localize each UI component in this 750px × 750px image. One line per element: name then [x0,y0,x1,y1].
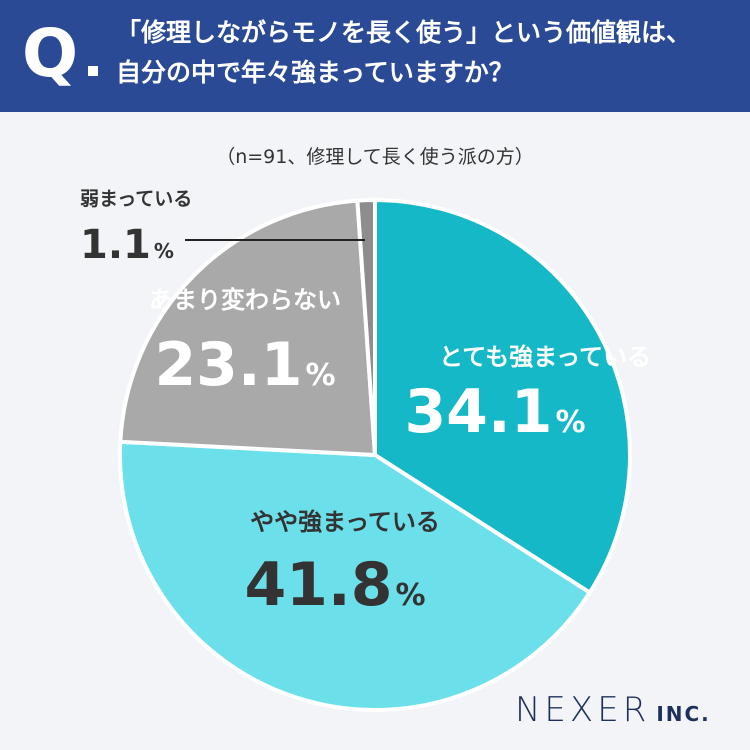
sample-note: （n=91、修理して長く使う派の方） [216,146,534,168]
pie-slice-weakened [355,198,377,457]
slice-label-weakened: 弱まっている [80,188,192,210]
slice-value-unchanged: 23.1% [154,330,335,400]
pie-slice-slightly-strong [117,439,592,712]
pie-slice-unchanged [118,198,377,457]
question-mark: Q [22,15,79,92]
question-header: Q 「修理しながらモノを長く使う」という価値観は、 自分の中で年々強まっています… [0,0,750,112]
question-dot [88,66,98,76]
question-text-line1: 「修理しながらモノを長く使う」という価値観は、 [116,18,692,47]
nexer-logo: NEXER INC. [515,690,711,730]
question-text-line2: 自分の中で年々強まっていますか？ [116,58,514,87]
slice-value-weakened: 1.1% [80,222,174,268]
slice-value-very-strong: 34.1% [404,377,585,447]
brand-name: NEXER [515,690,651,730]
slice-label-slightly-strong: やや強まっている [250,508,440,536]
slice-value-slightly-strong: 41.8% [244,550,425,620]
slice-label-very-strong: とても強まっている [439,343,651,371]
slice-label-unchanged: あまり変わらない [149,286,341,314]
brand-suffix: INC. [656,702,711,726]
